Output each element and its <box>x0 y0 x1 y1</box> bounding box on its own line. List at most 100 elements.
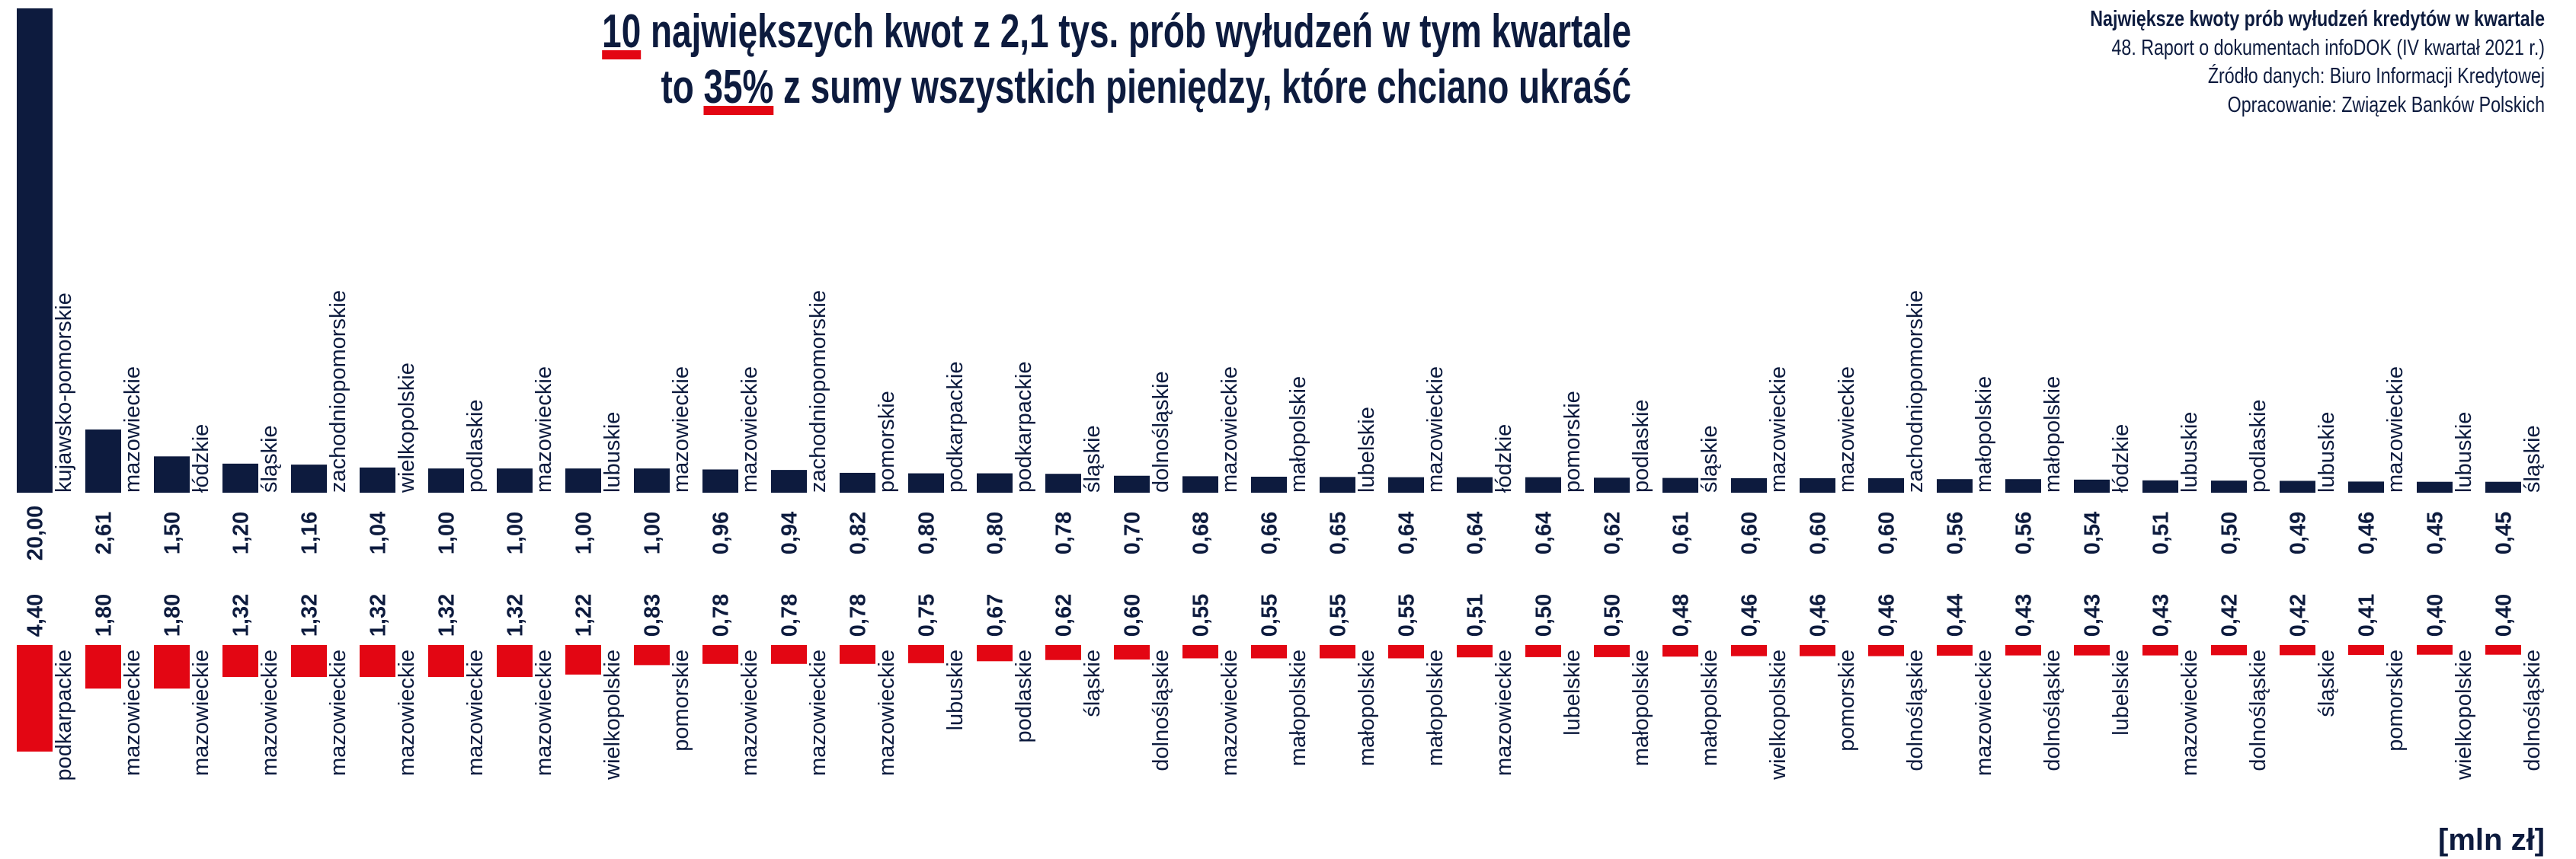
value-label: 0,78 <box>709 594 734 637</box>
bar <box>2142 645 2178 656</box>
bar <box>1662 477 1698 493</box>
value-label: 0,54 <box>2081 512 2105 554</box>
bar <box>154 645 190 689</box>
bar <box>1320 477 1355 493</box>
category-label: wielkopolskie <box>2452 650 2476 781</box>
category-label: małopolskie <box>1286 650 1310 766</box>
bar <box>1114 645 1150 660</box>
bar <box>2280 481 2315 493</box>
title-text: to <box>661 60 703 113</box>
bar <box>85 429 121 493</box>
category-label: lubuskie <box>2315 412 2339 493</box>
value-label: 4,40 <box>24 594 48 637</box>
category-label: wielkopolskie <box>600 650 625 781</box>
category-label: kujawsko-pomorskie <box>52 292 76 493</box>
value-label: 0,51 <box>1464 594 1488 637</box>
category-label: zachodniopomorskie <box>1903 290 1928 493</box>
bar <box>840 645 875 664</box>
value-label: 0,80 <box>915 512 939 554</box>
category-label: zachodniopomorskie <box>806 290 830 493</box>
value-label: 0,46 <box>1875 594 1899 637</box>
bar <box>154 456 190 493</box>
value-label: 0,50 <box>2218 512 2242 554</box>
value-label: 1,16 <box>298 512 322 554</box>
bar <box>2417 481 2453 493</box>
category-label: małopolskie <box>1355 650 1379 766</box>
category-label: łódzkie <box>2109 424 2133 493</box>
value-label: 2,61 <box>92 512 117 554</box>
bar <box>2142 480 2178 493</box>
category-label: małopolskie <box>1698 650 1722 766</box>
note: Opracowanie: Związek Banków Polskich <box>2228 91 2545 117</box>
bar <box>634 468 670 493</box>
category-label: mazowieckie <box>326 650 350 776</box>
value-label: 1,32 <box>229 594 254 637</box>
value-label: 0,50 <box>1532 594 1557 637</box>
category-label: lubelskie <box>1560 650 1585 736</box>
value-label: 0,60 <box>1875 512 1899 554</box>
value-label: 0,43 <box>2081 594 2105 637</box>
title-highlight: 10 <box>602 5 641 57</box>
category-label: małopolskie <box>1286 376 1310 493</box>
value-label: 0,64 <box>1532 512 1557 554</box>
bar <box>908 473 944 493</box>
value-label: 0,60 <box>1121 594 1145 637</box>
value-label: 0,45 <box>2492 512 2517 554</box>
bar <box>1800 645 1835 656</box>
bar <box>977 645 1013 662</box>
category-label: podlaskie <box>463 399 488 493</box>
bar <box>1045 645 1081 660</box>
category-label: śląskie <box>2520 425 2545 493</box>
value-label: 0,68 <box>1189 512 1214 554</box>
bar <box>702 469 738 493</box>
category-label: lubelskie <box>2109 650 2133 736</box>
value-label: 0,78 <box>778 594 802 637</box>
category-label: dolnośląskie <box>2520 650 2545 771</box>
value-label: 0,94 <box>778 512 802 554</box>
value-label: 0,65 <box>1326 512 1351 554</box>
bar <box>1320 645 1355 659</box>
note: 48. Raport o dokumentach infoDOK (IV kwa… <box>2112 34 2545 59</box>
bar <box>1525 477 1561 493</box>
bar <box>2348 481 2384 493</box>
bar <box>2074 479 2110 493</box>
bar <box>17 8 53 493</box>
bar <box>565 645 601 675</box>
category-label: mazowieckie <box>2383 366 2408 493</box>
category-label: mazowieckie <box>532 650 556 776</box>
bar <box>1594 477 1630 493</box>
value-label: 0,50 <box>1601 594 1625 637</box>
value-label: 0,64 <box>1395 512 1419 554</box>
title-text: z sumy wszystkich pieniędzy, które chcia… <box>773 60 1631 113</box>
category-label: mazowieckie <box>738 366 762 493</box>
bar <box>1388 477 1424 493</box>
value-label: 0,55 <box>1326 594 1351 637</box>
category-label: podlaskie <box>1629 399 1653 493</box>
value-label: 0,56 <box>2012 512 2037 554</box>
category-label: lubuskie <box>600 412 625 493</box>
bar <box>2211 481 2247 493</box>
value-label: 0,51 <box>2149 512 2174 554</box>
value-label: 0,49 <box>2286 512 2311 554</box>
bar <box>1251 645 1287 659</box>
category-label: mazowieckie <box>120 366 145 493</box>
category-label: podkarpackie <box>52 650 76 781</box>
bar <box>1594 645 1630 657</box>
title-line: 10 największych kwot z 2,1 tys. prób wył… <box>602 5 1631 57</box>
value-label: 0,78 <box>1052 512 1077 554</box>
bar <box>428 645 464 677</box>
bar <box>222 463 258 493</box>
category-label: mazowieckie <box>1835 366 1859 493</box>
category-label: podkarpackie <box>1012 362 1036 493</box>
unit-label: [mln zł] <box>2438 823 2545 857</box>
bar <box>2280 645 2315 656</box>
value-label: 0,64 <box>1464 512 1488 554</box>
value-label: 0,43 <box>2149 594 2174 637</box>
title-underline <box>703 106 774 115</box>
bar <box>2074 645 2110 656</box>
category-label: śląskie <box>1080 650 1105 717</box>
value-label: 0,67 <box>984 594 1008 637</box>
bar <box>565 468 601 493</box>
category-label: pomorskie <box>1560 391 1585 493</box>
